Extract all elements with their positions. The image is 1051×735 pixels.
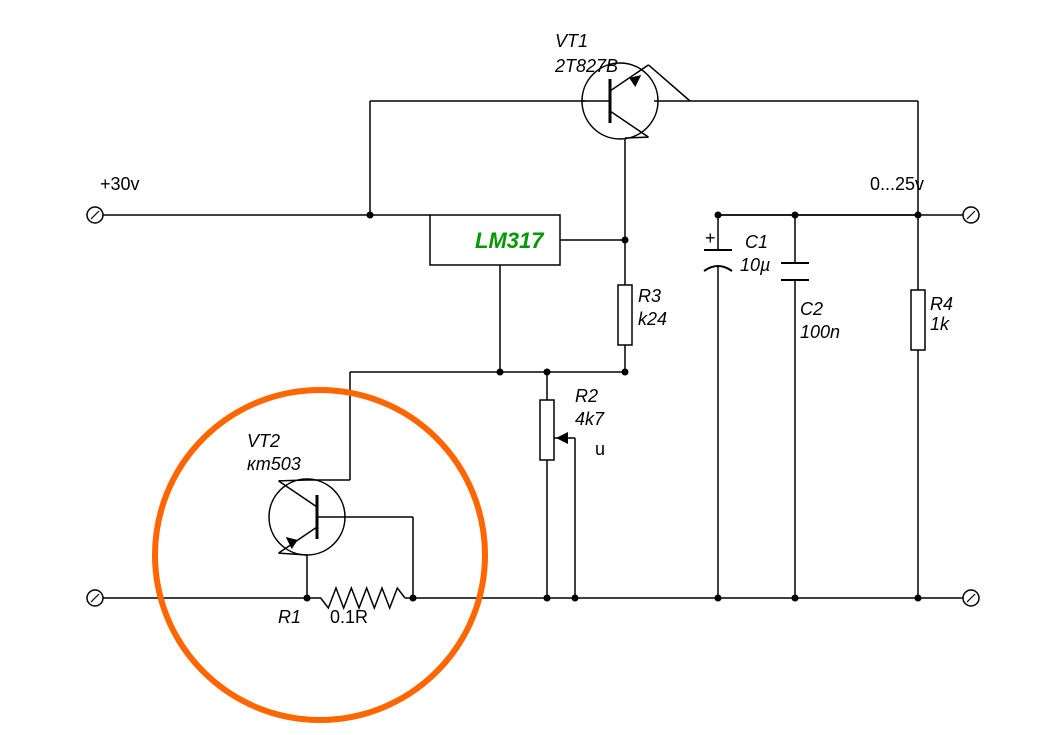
circuit-schematic: +30v 0...25v LM317 VT1 2T827В R3 k24 + C1 10µ C2 10… (0, 0, 1051, 735)
vt2-val: кт503 (247, 454, 301, 474)
r2-u: u (595, 439, 605, 459)
r1-val: 0.1R (330, 607, 368, 627)
r2-ref: R2 (575, 386, 598, 406)
label-output: 0...25v (870, 174, 924, 194)
vt2-ref: VT2 (247, 431, 280, 451)
r4-val: 1k (930, 314, 950, 334)
vt1-val: 2T827В (554, 56, 618, 76)
r3-val: k24 (638, 309, 667, 329)
vt1-ref: VT1 (555, 31, 588, 51)
label-input: +30v (100, 174, 140, 194)
c1-val: 10µ (740, 255, 770, 275)
c2-ref: C2 (800, 299, 823, 319)
ic-label: LM317 (475, 228, 545, 253)
r2-val: 4k7 (575, 409, 605, 429)
c1-ref: C1 (745, 232, 768, 252)
r4-ref: R4 (930, 294, 953, 314)
c2-val: 100n (800, 322, 840, 342)
r1-ref: R1 (278, 607, 301, 627)
r3-ref: R3 (638, 286, 661, 306)
highlight-circle (155, 390, 485, 720)
c1-plus: + (705, 228, 716, 248)
